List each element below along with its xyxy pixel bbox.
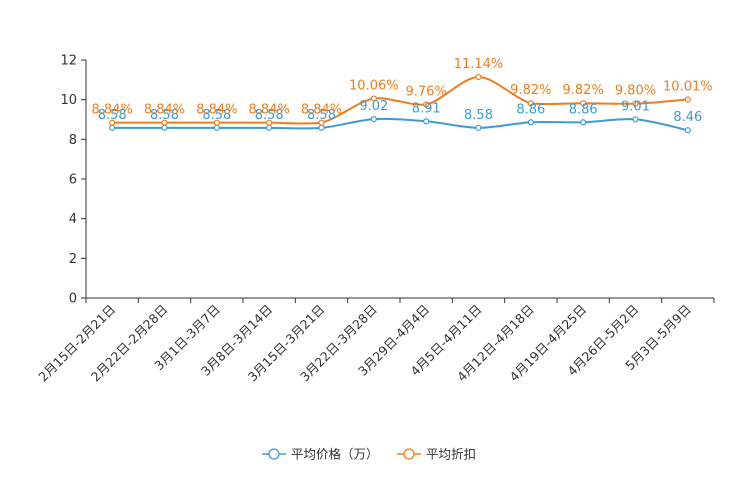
data-point[interactable] — [632, 116, 639, 123]
data-point[interactable] — [266, 124, 273, 131]
data-label: 9.80% — [615, 84, 656, 99]
data-point[interactable] — [318, 119, 325, 126]
data-point[interactable] — [213, 119, 220, 126]
series-layer — [109, 73, 691, 134]
y-tick-label: 6 — [69, 173, 77, 188]
series-line-1 — [112, 76, 688, 125]
data-label: 9.02 — [359, 99, 388, 114]
series-line-0 — [112, 117, 689, 132]
data-point[interactable] — [109, 124, 116, 131]
data-point[interactable] — [266, 119, 273, 126]
data-point[interactable] — [109, 119, 116, 126]
data-label: 9.76% — [406, 84, 447, 99]
data-point[interactable] — [423, 118, 430, 125]
y-tick-label: 4 — [69, 212, 77, 227]
data-point[interactable] — [527, 119, 534, 126]
data-label: 9.82% — [563, 83, 604, 98]
data-label: 8.58 — [150, 108, 179, 123]
chart-legend[interactable]: 平均价格（万） 平均折扣 — [262, 447, 476, 462]
data-label: 8.84% — [249, 103, 290, 118]
data-label: 10.01% — [663, 79, 713, 94]
legend-marker-icon — [268, 448, 280, 460]
y-tick-label: 0 — [69, 292, 77, 307]
data-label: 8.58 — [98, 108, 127, 123]
data-point[interactable] — [318, 124, 325, 131]
data-label: 8.84% — [301, 103, 342, 118]
data-label: 10.06% — [349, 78, 399, 93]
legend-item-1[interactable]: 平均折扣 — [397, 447, 476, 462]
data-label: 8.58 — [464, 108, 493, 123]
data-label: 8.46 — [673, 110, 702, 125]
data-point[interactable] — [370, 116, 377, 123]
legend-marker-icon — [403, 448, 415, 460]
data-point[interactable] — [370, 95, 377, 102]
data-label: 8.86 — [516, 102, 545, 117]
data-point[interactable] — [684, 96, 691, 103]
y-tick-label: 2 — [69, 252, 77, 267]
data-label: 8.84% — [144, 103, 185, 118]
data-point[interactable] — [475, 73, 482, 81]
data-label: 8.84% — [92, 103, 133, 118]
data-label: 11.14% — [454, 57, 504, 72]
data-label: 8.91 — [412, 101, 441, 116]
y-tick-label: 10 — [60, 93, 77, 108]
data-point[interactable] — [475, 124, 482, 131]
data-point[interactable] — [580, 119, 587, 126]
data-labels-layer: 8.58 8.58 8.58 8.58 8.58 9.02 8.91 8.58 8.86 8.86… — [92, 57, 713, 125]
data-label: 9.01 — [621, 99, 650, 114]
data-point[interactable] — [632, 100, 639, 107]
data-label: 8.86 — [569, 102, 598, 117]
data-label: 8.84% — [196, 103, 237, 118]
legend-label: 平均折扣 — [426, 447, 476, 462]
data-point[interactable] — [580, 100, 587, 107]
data-point[interactable] — [213, 124, 220, 131]
data-point[interactable] — [684, 127, 691, 134]
data-label: 8.58 — [307, 108, 336, 123]
y-tick-label: 8 — [69, 133, 77, 148]
data-label: 9.82% — [510, 83, 551, 98]
legend-item-0[interactable]: 平均价格（万） — [262, 447, 379, 462]
y-tick-label: 12 — [60, 54, 77, 69]
data-label: 8.58 — [202, 108, 231, 123]
data-point[interactable] — [423, 101, 430, 108]
data-point[interactable] — [161, 119, 168, 126]
data-point[interactable] — [527, 100, 534, 107]
data-point[interactable] — [161, 124, 168, 131]
data-label: 8.58 — [255, 108, 284, 123]
legend-label: 平均价格（万） — [291, 447, 379, 462]
